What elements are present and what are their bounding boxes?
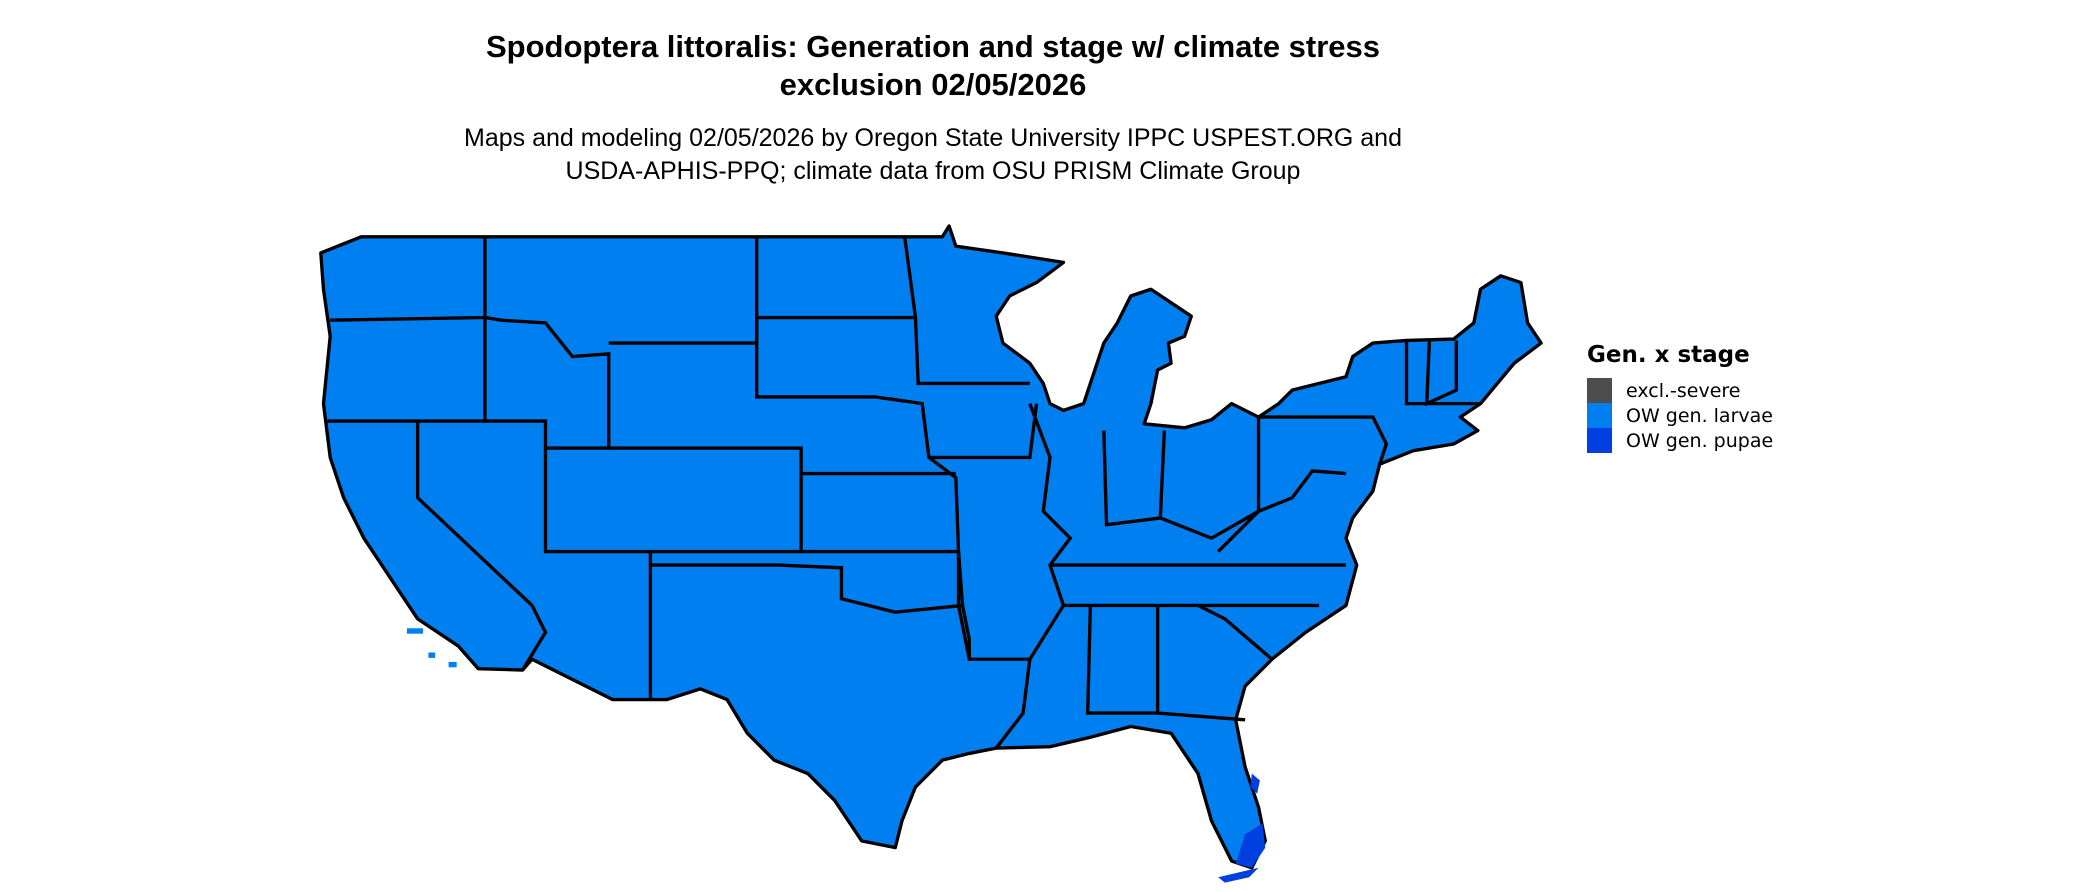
map-title: Spodoptera littoralis: Generation and st… [0, 28, 1866, 104]
legend-item-ow-larvae: OW gen. larvae [1587, 403, 1773, 428]
subtitle-line-1: Maps and modeling 02/05/2026 by Oregon S… [464, 124, 1402, 152]
legend-label: OW gen. pupae [1626, 429, 1774, 452]
legend-title: Gen. x stage [1587, 342, 1750, 368]
legend-label: OW gen. larvae [1626, 404, 1773, 427]
legend-swatch [1587, 428, 1612, 453]
legend-item-ow-pupae: OW gen. pupae [1587, 428, 1773, 453]
legend-item-excl-severe: excl.-severe [1587, 378, 1773, 403]
title-line-1: Spodoptera littoralis: Generation and st… [485, 29, 1381, 64]
legend: Gen. x stage excl.-severe OW gen. larvae… [1587, 342, 1773, 453]
legend-swatch [1587, 378, 1612, 403]
state-borders [327, 236, 1481, 750]
pupae-areas [1218, 773, 1266, 883]
islands [406, 628, 457, 668]
title-line-2: exclusion 02/05/2026 [779, 67, 1087, 102]
legend-label: excl.-severe [1626, 379, 1741, 402]
map-subtitle: Maps and modeling 02/05/2026 by Oregon S… [0, 122, 1866, 188]
conus-larvae-region [319, 224, 1543, 870]
legend-swatch [1587, 403, 1612, 428]
subtitle-line-2: USDA-APHIS-PPQ; climate data from OSU PR… [565, 157, 1301, 185]
